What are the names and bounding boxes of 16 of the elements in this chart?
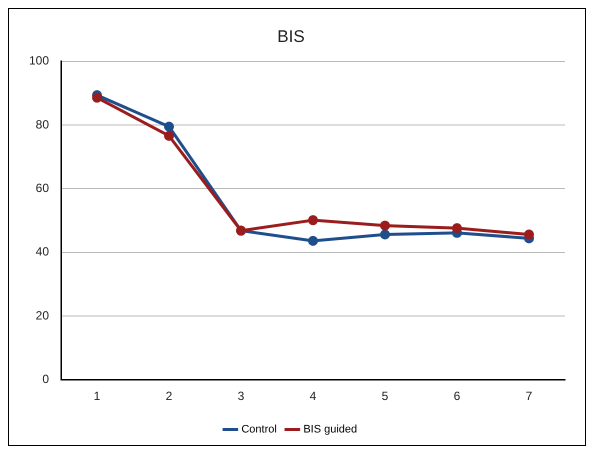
chart-title: BIS	[277, 26, 305, 46]
x-tick-label: 2	[166, 389, 173, 404]
y-tick-label: 80	[36, 117, 50, 132]
legend-label: Control	[241, 424, 277, 436]
y-tick-label: 20	[36, 308, 50, 322]
x-tick-label: 4	[310, 389, 317, 404]
y-tick-label: 60	[36, 180, 50, 195]
x-tick-label: 1	[94, 389, 101, 404]
y-tick-label: 0	[42, 372, 50, 386]
x-tick-label: 5	[382, 389, 389, 404]
x-tick-label: 7	[526, 389, 533, 404]
y-tick-label: 100	[28, 54, 50, 68]
y-tick-label: 40	[36, 244, 50, 259]
legend-label: BIS guided	[303, 424, 358, 436]
x-tick-label: 3	[238, 389, 245, 404]
x-tick-label: 6	[454, 389, 461, 404]
